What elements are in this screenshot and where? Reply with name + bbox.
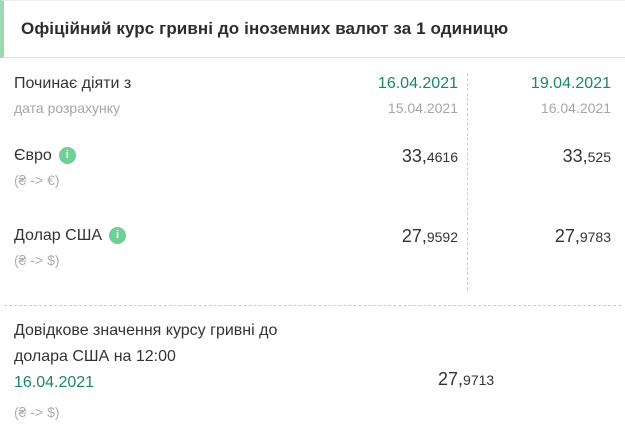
- reference-rate-section: Довідкове значення курсу гривні до долар…: [0, 306, 625, 431]
- column-dashed-divider: [467, 73, 468, 290]
- col1-effective-date: 16.04.2021: [377, 75, 458, 92]
- rate-dec: 9783: [579, 229, 611, 245]
- rates-table: Починає діяти з дата розрахунку 16.04.20…: [0, 58, 625, 269]
- currency-name-eur: Євро: [14, 147, 52, 164]
- reference-date: 16.04.2021: [14, 374, 95, 391]
- usd-name-line: Долар США i: [14, 226, 310, 245]
- header-label-cell: Починає діяти з дата розрахунку: [14, 74, 310, 117]
- reference-text-line1: Довідкове значення курсу гривні до: [14, 322, 278, 339]
- eur-rate-col2: 33,525: [458, 146, 611, 189]
- usd-rate-col1: 27,9592: [310, 226, 458, 269]
- header-col1-cell: 16.04.2021 15.04.2021: [310, 74, 458, 117]
- info-icon[interactable]: i: [58, 147, 76, 164]
- col1-calc-date: 15.04.2021: [387, 100, 458, 116]
- reference-rate-value: 27,9713: [438, 369, 494, 390]
- rate-dec: 4616: [426, 149, 458, 165]
- rate-int: 27,: [438, 369, 464, 389]
- col2-effective-date: 19.04.2021: [530, 75, 611, 92]
- reference-pair-label: (₴ -> $): [14, 404, 60, 420]
- header-col2-cell: 19.04.2021 16.04.2021: [458, 74, 611, 117]
- eur-pair-label: (₴ -> €): [14, 172, 60, 188]
- rate-dec: 525: [587, 149, 611, 165]
- usd-label-cell: Долар США i (₴ -> $): [14, 226, 310, 269]
- table-header-row: Починає діяти з дата розрахунку 16.04.20…: [14, 58, 611, 117]
- table-row-eur: Євро i (₴ -> €) 33,4616 33,525: [14, 146, 611, 189]
- rate-int: 33,: [562, 146, 588, 166]
- effective-from-label: Починає діяти з: [14, 75, 132, 92]
- table-row-usd: Долар США i (₴ -> $) 27,9592 27,9783: [14, 226, 611, 269]
- rate-int: 33,: [401, 146, 427, 166]
- col2-calc-date: 16.04.2021: [540, 100, 611, 116]
- rate-int: 27,: [554, 226, 580, 246]
- usd-pair-label: (₴ -> $): [14, 252, 60, 268]
- currency-name-usd: Долар США: [14, 227, 103, 244]
- eur-label-cell: Євро i (₴ -> €): [14, 146, 310, 189]
- rate-int: 27,: [401, 226, 427, 246]
- card-header: Офіційний курс гривні до іноземних валют…: [0, 0, 625, 58]
- rate-dec: 9713: [463, 372, 495, 388]
- eur-name-line: Євро i: [14, 146, 310, 165]
- page-title: Офіційний курс гривні до іноземних валют…: [21, 19, 509, 38]
- info-icon[interactable]: i: [109, 227, 127, 244]
- reference-text-line2: долара США на 12:00: [14, 348, 176, 365]
- usd-rate-col2: 27,9783: [458, 226, 611, 269]
- calc-date-label: дата розрахунку: [14, 100, 120, 116]
- eur-rate-col1: 33,4616: [310, 146, 458, 189]
- reference-text: Довідкове значення курсу гривні до долар…: [14, 318, 354, 370]
- section-dashed-divider: [4, 305, 621, 306]
- rate-dec: 9592: [426, 229, 458, 245]
